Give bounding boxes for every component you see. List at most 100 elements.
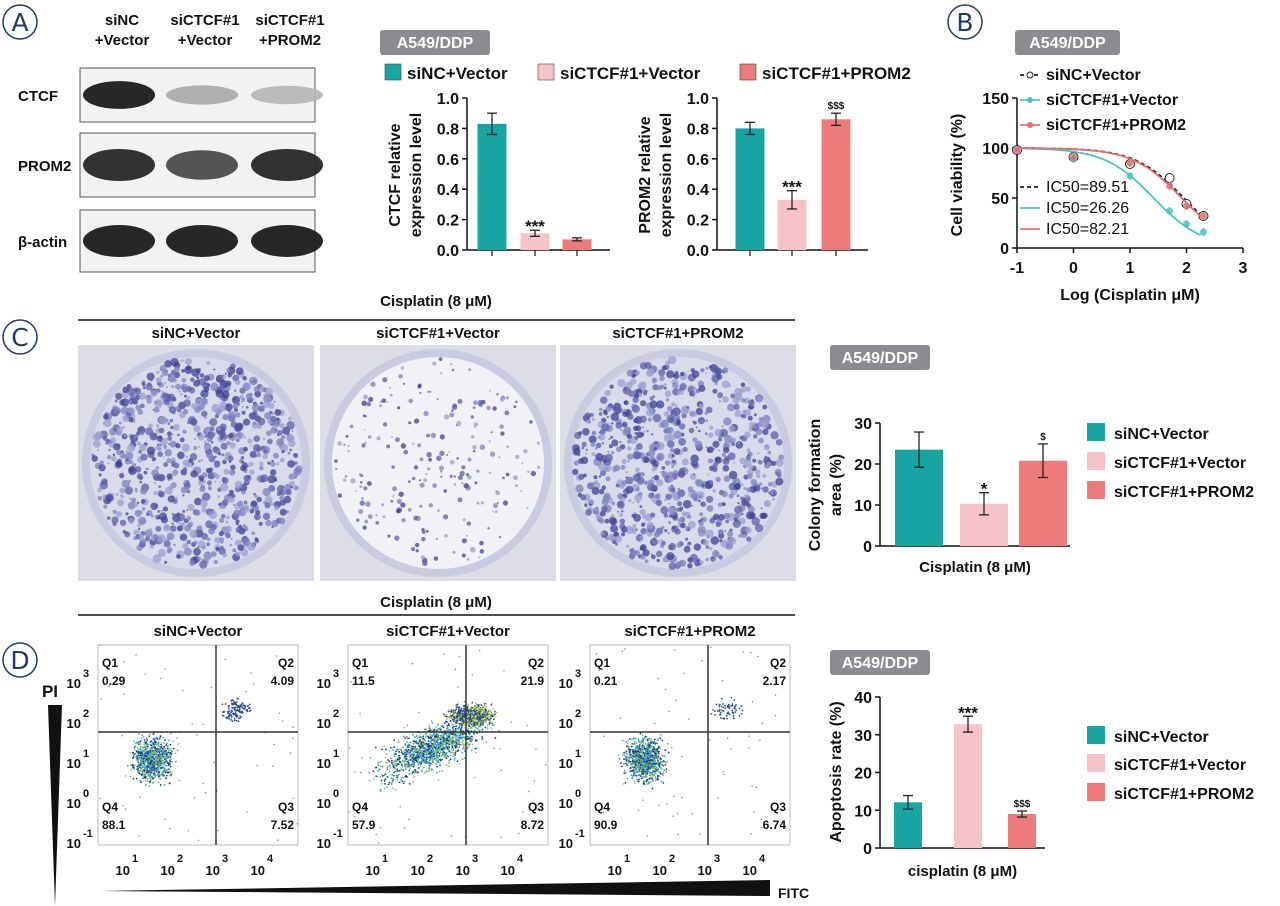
colony xyxy=(99,460,104,465)
colony xyxy=(641,522,645,527)
flow-label: siCTCF#1+Vector xyxy=(386,623,510,640)
colony xyxy=(659,375,665,382)
colony xyxy=(734,512,741,519)
event xyxy=(394,789,397,791)
colony xyxy=(240,465,247,472)
event xyxy=(234,703,237,706)
event xyxy=(391,773,394,776)
event xyxy=(145,783,147,786)
x-tick-base: 10 xyxy=(206,863,220,878)
colony xyxy=(398,374,403,379)
event xyxy=(433,744,436,746)
colony xyxy=(648,449,656,457)
colony xyxy=(198,378,207,386)
colony xyxy=(721,502,726,507)
y-tick-label: 0.2 xyxy=(687,213,709,230)
event xyxy=(99,797,102,800)
colony xyxy=(220,442,228,450)
colony xyxy=(258,385,266,393)
event xyxy=(233,717,236,720)
colony xyxy=(723,475,731,482)
event xyxy=(147,773,150,776)
colony xyxy=(289,448,293,452)
colony xyxy=(267,461,271,465)
colony xyxy=(720,429,724,433)
colony xyxy=(97,495,103,501)
event xyxy=(166,768,169,771)
colony xyxy=(191,368,200,377)
colony xyxy=(737,442,740,445)
colony xyxy=(588,435,597,444)
event xyxy=(481,728,484,731)
event xyxy=(477,706,480,709)
y-tick-exponent: 3 xyxy=(83,668,89,680)
event xyxy=(166,754,169,757)
panel-label-circle xyxy=(2,4,38,40)
event xyxy=(458,706,461,709)
event xyxy=(159,677,162,680)
colony xyxy=(707,473,710,476)
colony xyxy=(670,402,676,407)
colony xyxy=(218,394,221,397)
colony xyxy=(769,489,778,497)
colony xyxy=(400,443,407,449)
event xyxy=(378,768,381,771)
colony xyxy=(173,543,176,546)
event xyxy=(239,704,242,707)
colony xyxy=(432,483,438,488)
event xyxy=(147,734,150,737)
colony xyxy=(226,441,231,446)
plate-well xyxy=(332,357,544,569)
colony xyxy=(705,366,709,370)
event xyxy=(372,770,375,772)
colony xyxy=(181,369,185,373)
colony xyxy=(490,431,493,434)
blot-column-header: +PROM2 xyxy=(259,32,321,49)
event xyxy=(233,719,236,722)
event xyxy=(446,725,448,727)
event xyxy=(431,729,434,732)
data-point xyxy=(1166,207,1174,215)
plot-frame xyxy=(347,644,549,846)
colony xyxy=(118,421,122,425)
colony xyxy=(228,433,234,439)
event xyxy=(193,796,196,799)
colony xyxy=(400,502,406,508)
event xyxy=(386,786,388,789)
colony xyxy=(762,404,768,410)
colony xyxy=(439,450,445,456)
event xyxy=(176,749,179,752)
event xyxy=(449,712,452,715)
colony xyxy=(615,421,623,429)
colony xyxy=(343,478,347,482)
event xyxy=(485,741,488,744)
colony xyxy=(692,437,698,443)
event xyxy=(149,751,152,754)
event xyxy=(174,752,177,755)
event xyxy=(246,710,249,713)
colony xyxy=(166,532,175,541)
colony xyxy=(139,430,145,436)
colony xyxy=(701,516,707,523)
significance-label: *** xyxy=(525,217,545,236)
event xyxy=(409,763,412,766)
event xyxy=(238,707,241,710)
colony xyxy=(198,367,201,370)
colony xyxy=(529,420,533,424)
colony xyxy=(173,462,180,469)
colony xyxy=(635,443,643,450)
colony xyxy=(293,453,299,459)
colony xyxy=(146,394,151,399)
event xyxy=(142,754,145,757)
event xyxy=(384,778,387,781)
colony xyxy=(121,479,130,488)
colony xyxy=(634,494,643,502)
colony xyxy=(254,494,258,498)
colony xyxy=(661,365,667,371)
event xyxy=(247,707,250,710)
event xyxy=(412,733,414,736)
colony xyxy=(413,465,419,470)
event xyxy=(457,739,460,742)
legend-swatch xyxy=(1087,754,1105,772)
